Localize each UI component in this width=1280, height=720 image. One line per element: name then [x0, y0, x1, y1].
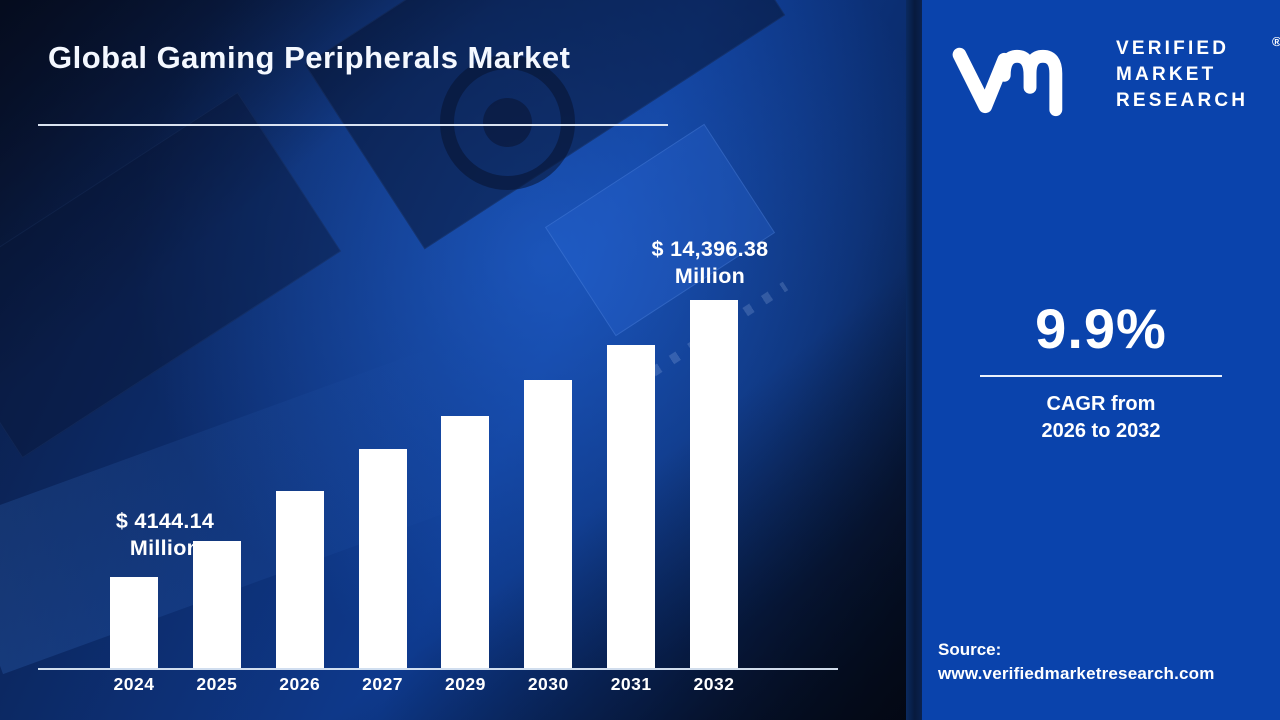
bar-2024: [110, 577, 158, 668]
logo-word-verified: VERIFIED: [1116, 38, 1230, 59]
source-label: Source:: [938, 640, 1002, 659]
last-value-amount: $ 14,396.38: [651, 237, 769, 261]
cagr-stat: 9.9% CAGR from 2026 to 2032: [922, 296, 1280, 445]
x-axis-label-2032: 2032: [693, 674, 735, 694]
brand-panel: VERIFIED MARKET RESEARCH ® 9.9% CAGR fro…: [922, 0, 1280, 720]
source-url-link[interactable]: www.verifiedmarketresearch.com: [938, 664, 1215, 683]
bar-2031: [607, 345, 656, 668]
first-value-label: $ 4144.14 Million: [65, 508, 265, 562]
cagr-caption-line1: CAGR from: [1046, 393, 1156, 415]
bar-2029: [441, 416, 490, 668]
cagr-caption: CAGR from 2026 to 2032: [922, 391, 1280, 445]
title-underline: [38, 124, 668, 126]
x-axis-label-2031: 2031: [610, 674, 652, 694]
x-axis-label-2026: 2026: [279, 674, 321, 694]
bar-2030: [524, 380, 573, 668]
cagr-value: 9.9%: [1035, 297, 1167, 360]
x-axis-label-2027: 2027: [362, 674, 404, 694]
bar-2032: [690, 300, 739, 668]
last-value-label: $ 14,396.38 Million: [610, 236, 810, 290]
panel-divider: [906, 0, 922, 720]
vmr-monogram-icon: [952, 47, 1063, 117]
page-title: Global Gaming Peripherals Market: [48, 40, 571, 75]
bar-2026: [275, 491, 324, 668]
circuit-board-backdrop: Global Gaming Peripherals Market $ 4144.…: [0, 0, 912, 720]
first-value-amount: $ 4144.14: [115, 509, 215, 533]
logo-wordmark: VERIFIED MARKET RESEARCH: [1116, 36, 1248, 114]
x-axis-label-2029: 2029: [444, 674, 486, 694]
cagr-divider: [980, 375, 1222, 377]
last-value-unit: Million: [674, 264, 746, 288]
x-axis-label-2025: 2025: [196, 674, 238, 694]
x-axis-label-2030: 2030: [527, 674, 569, 694]
bar-2027: [358, 449, 407, 668]
cagr-caption-line2: 2026 to 2032: [1041, 420, 1161, 442]
bar-chart: $ 4144.14 Million $ 14,396.38 Million: [38, 0, 838, 668]
source-block: Source: www.verifiedmarketresearch.com: [938, 638, 1215, 686]
registered-trademark-icon: ®: [1272, 34, 1280, 49]
x-axis-label-2024: 2024: [113, 674, 155, 694]
logo-word-research: RESEARCH: [1116, 90, 1249, 111]
vmr-logo: VERIFIED MARKET RESEARCH ®: [942, 28, 1280, 120]
logo-word-market: MARKET: [1116, 64, 1217, 85]
first-value-unit: Million: [129, 536, 201, 560]
bar-2025: [192, 541, 241, 668]
x-axis-line: [38, 668, 838, 670]
